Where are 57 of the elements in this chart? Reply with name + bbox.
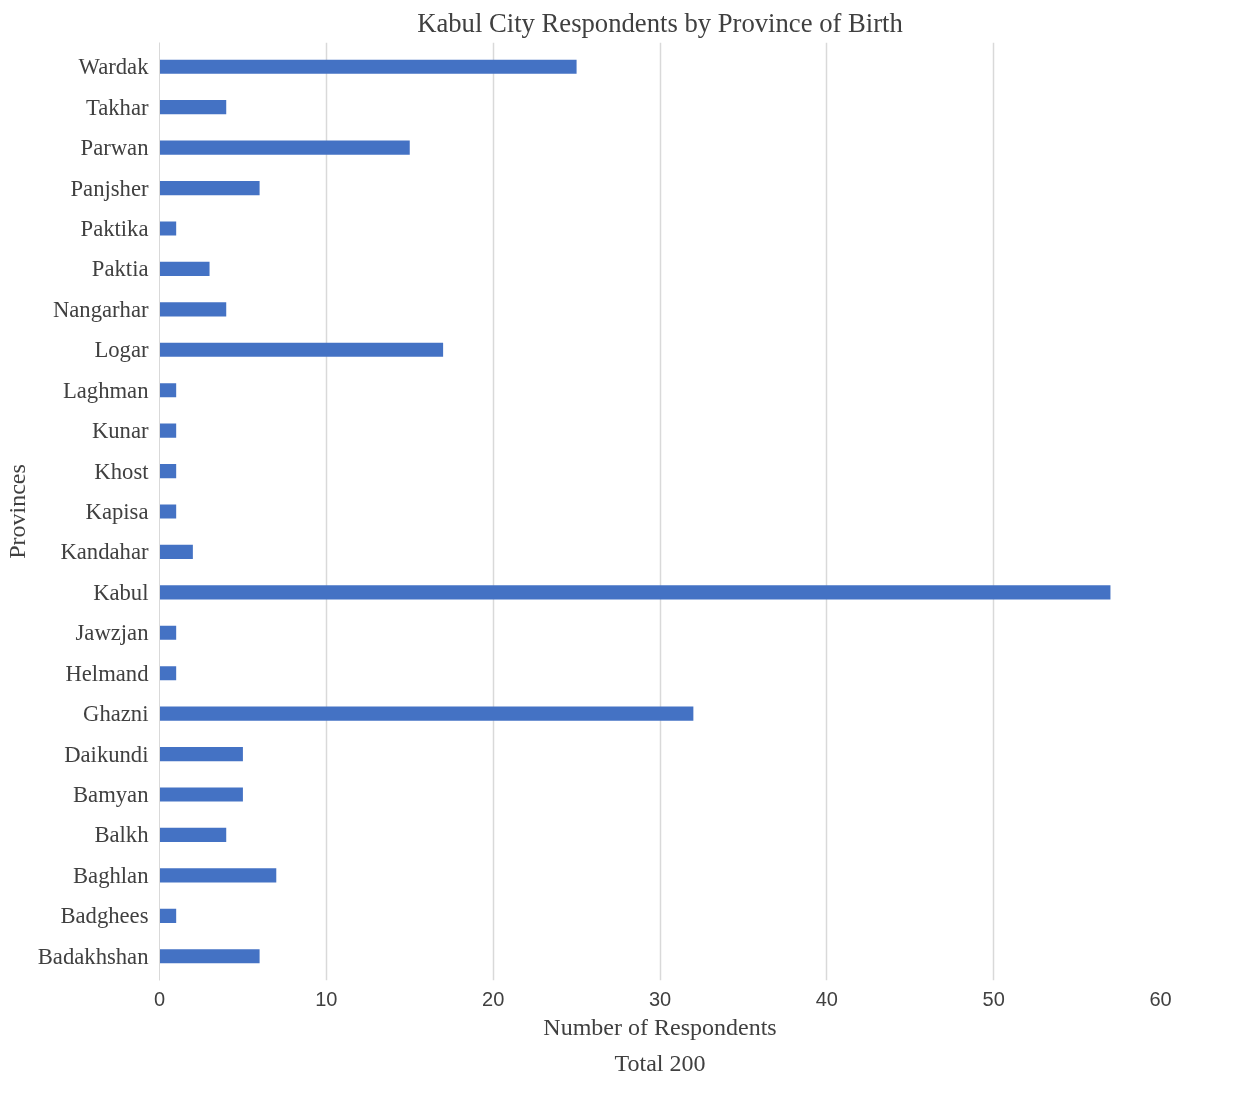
text: Total 200 [614,1049,706,1076]
x-axis-title: Number of Respondents [543,1013,777,1040]
bar [159,544,193,560]
bar [159,706,694,721]
bar [159,100,227,115]
bar [159,383,177,398]
bar [159,140,410,155]
y-tick-label: Jawzjan [75,620,149,646]
bar [159,868,277,883]
y-tick-label: Wardak [78,54,150,80]
y-tick-label: Khost [94,458,150,484]
bar [159,747,243,762]
y-tick-label: Kabul [93,579,149,605]
y-tick-label: Helmand [65,660,150,686]
bar [159,180,260,196]
y-tick-label: Kapisa [85,499,149,524]
chart-title: Kabul City Respondents by Province of Birth [417,7,903,38]
y-tick-label: Balkh [94,822,150,848]
bar [159,423,177,438]
y-tick-label: Laghman [62,377,149,403]
x-tick-label: 20 [482,987,505,1010]
y-tick-label: Baghlan [73,862,149,888]
bar [159,908,177,923]
x-tick-label: 0 [153,987,166,1010]
y-tick-label: Ghazni [83,701,149,727]
x-tick-label: 30 [648,987,672,1010]
bar [159,827,227,843]
bar [159,302,227,317]
y-tick-label: Takhar [85,94,149,120]
y-tick-label: Bamyan [73,782,149,808]
x-tick-label: 60 [1149,987,1172,1010]
bar [159,504,177,519]
y-tick-label: Badghees [60,903,149,929]
y-tick-label: Paktia [91,256,149,282]
y-tick-label: Nangarhar [52,296,149,322]
x-tick-label: 50 [982,987,1005,1010]
bar [159,463,177,479]
y-tick-label: Panjsher [70,175,149,201]
y-axis-title: Provinces [3,464,30,559]
y-tick-label: Daikundi [64,741,149,767]
y-tick-label: Logar [94,337,149,363]
x-tick-label: 10 [315,987,338,1010]
bar [159,585,1111,600]
x-tick-label: 40 [815,987,838,1010]
bar [159,949,260,964]
bar [159,787,243,802]
bar [159,342,444,357]
y-tick-label: Paktika [80,215,149,241]
bar [159,625,177,640]
bar [159,261,210,276]
y-tick-label: Kunar [91,418,149,444]
y-tick-label: Badakhshan [37,943,149,969]
bar [159,666,177,681]
bar [159,59,577,74]
bar [159,221,177,236]
y-tick-label: Kandahar [60,539,149,565]
y-tick-label: Parwan [80,135,149,161]
